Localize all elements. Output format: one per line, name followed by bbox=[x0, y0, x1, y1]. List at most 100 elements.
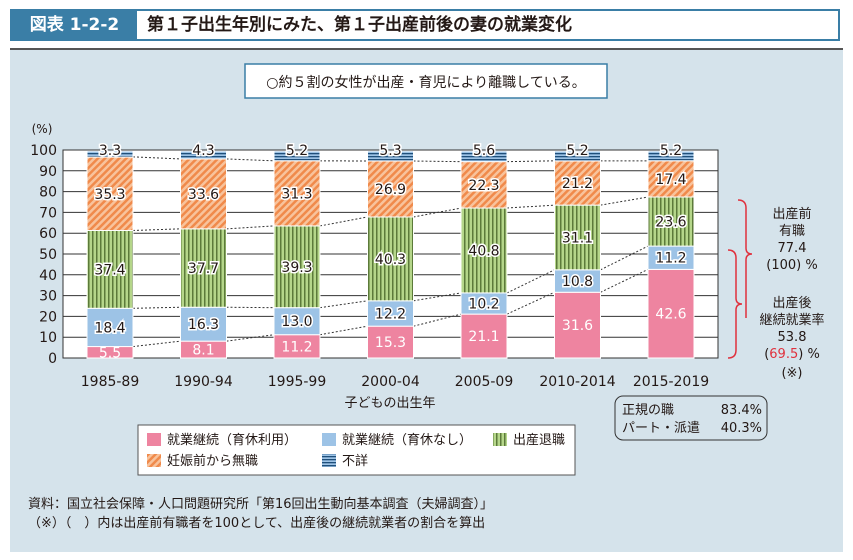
bar-segment bbox=[86, 156, 134, 231]
connector-line bbox=[319, 325, 368, 336]
y-axis-label: (%) bbox=[32, 122, 53, 136]
data-label: 15.3 bbox=[375, 335, 406, 351]
data-label: 18.4 bbox=[94, 320, 125, 336]
connector-line bbox=[413, 292, 462, 302]
connector-line bbox=[506, 291, 555, 315]
bar-segment bbox=[367, 160, 414, 218]
y-tick-label: 70 bbox=[39, 205, 57, 221]
y-tick-label: 10 bbox=[39, 330, 57, 346]
x-tick-label: 1985-89 bbox=[81, 374, 140, 390]
bar-segment bbox=[460, 161, 508, 209]
post-birth-continuation-text: 継続就業率 bbox=[759, 312, 824, 328]
data-label: 16.3 bbox=[188, 317, 219, 333]
employment-box bbox=[614, 395, 768, 441]
footer-note: 資料：国立社会保障・人口問題研究所「第16回出生動向基本調査（夫婦調査）」 bbox=[28, 496, 493, 512]
legend-swatch bbox=[322, 454, 336, 467]
data-label: 35.3 bbox=[94, 187, 125, 203]
bar-segment bbox=[86, 150, 134, 158]
x-tick-label: 2005-09 bbox=[455, 374, 514, 390]
post-birth-continuation-text: 53.8 bbox=[778, 330, 807, 345]
legend-label: 就業継続（育休なし） bbox=[342, 432, 472, 448]
bar-segment bbox=[86, 307, 134, 348]
legend-label: 就業継続（育休利用） bbox=[167, 432, 297, 448]
connector-line bbox=[506, 269, 555, 294]
data-label: 5.2 bbox=[286, 143, 308, 159]
legend-label: 妊娠前から無職 bbox=[167, 453, 258, 469]
legend-label: 出産退職 bbox=[513, 432, 565, 448]
data-label: 11.2 bbox=[655, 251, 686, 267]
data-label: 21.2 bbox=[562, 176, 593, 192]
data-label: 40.8 bbox=[468, 243, 499, 259]
legend-swatch bbox=[147, 433, 161, 446]
data-label: 10.2 bbox=[468, 297, 499, 313]
data-label: 4.3 bbox=[192, 143, 214, 159]
x-tick-label: 2015-2019 bbox=[633, 374, 709, 390]
bar-segment bbox=[180, 150, 227, 160]
data-label: 26.9 bbox=[375, 182, 406, 198]
x-tick-label: 1995-99 bbox=[268, 374, 327, 390]
employment-type-label: パート・派遣 bbox=[622, 421, 700, 436]
figure-title: 第１子出生年別にみた、第１子出産前後の妻の就業変化 bbox=[147, 15, 572, 35]
data-label: 5.2 bbox=[566, 143, 588, 159]
legend-swatch bbox=[147, 454, 161, 467]
y-tick-label: 60 bbox=[39, 226, 57, 242]
data-label: 5.5 bbox=[99, 345, 121, 361]
data-label: 42.6 bbox=[655, 307, 686, 323]
note-mark: (※) bbox=[781, 366, 802, 381]
pre-birth-employed-text: 有職 bbox=[779, 224, 805, 239]
legend-swatch bbox=[493, 433, 507, 446]
data-label: 21.1 bbox=[468, 329, 499, 345]
bar-segment bbox=[367, 150, 414, 162]
x-tick-label: 2000-04 bbox=[361, 374, 420, 390]
employment-type-label: 正規の職 bbox=[622, 403, 674, 418]
connector-line bbox=[413, 207, 462, 218]
data-label: 33.6 bbox=[188, 187, 219, 203]
bar-segment bbox=[647, 150, 695, 162]
bar-segment bbox=[554, 204, 601, 271]
y-tick-label: 90 bbox=[39, 164, 57, 180]
employment-type-value: 83.4% bbox=[721, 403, 762, 418]
figure-header: 図表 1-2-2 第１子出生年別にみた、第１子出産前後の妻の就業変化 bbox=[10, 9, 840, 41]
data-label: 12.2 bbox=[375, 306, 406, 322]
data-label: 3.3 bbox=[99, 143, 121, 159]
bar-segment bbox=[367, 216, 414, 302]
bar-segment bbox=[647, 268, 695, 359]
y-tick-label: 0 bbox=[48, 351, 57, 367]
footer-note: （※）（ ）内は出産前有職者を100として、出産後の継続就業者の割合を算出 bbox=[28, 515, 485, 531]
employment-type-value: 40.3% bbox=[721, 421, 762, 436]
connector-line bbox=[600, 196, 649, 206]
x-axis-label: 子どもの出生年 bbox=[344, 396, 435, 411]
data-label: 5.3 bbox=[379, 143, 401, 159]
data-label: 5.6 bbox=[473, 143, 495, 159]
legend-swatch bbox=[322, 433, 336, 446]
connector-line bbox=[600, 268, 649, 293]
data-label: 31.1 bbox=[562, 230, 593, 246]
data-label: 10.8 bbox=[562, 274, 593, 290]
bracket-pre bbox=[737, 199, 753, 318]
data-label: 17.4 bbox=[655, 172, 686, 188]
data-label: 39.3 bbox=[281, 260, 312, 276]
data-label: 37.4 bbox=[94, 262, 125, 278]
pre-birth-employed-text: 出産前 bbox=[772, 206, 811, 222]
y-tick-label: 100 bbox=[30, 143, 57, 159]
pre-birth-employed-text: (100) % bbox=[766, 258, 817, 273]
bar-segment bbox=[86, 229, 134, 309]
data-label: 8.1 bbox=[192, 343, 214, 359]
x-tick-label: 1990-94 bbox=[174, 374, 233, 390]
data-label: 13.0 bbox=[281, 314, 312, 330]
post-birth-ratio: (69.5) % bbox=[764, 347, 820, 362]
bar-segment bbox=[460, 313, 508, 359]
data-label: 22.3 bbox=[468, 178, 499, 194]
callout-text: ○約５割の女性が出産・育児により離職している。 bbox=[266, 74, 586, 91]
figure-number: 図表 1-2-2 bbox=[12, 11, 137, 39]
connector-line bbox=[413, 313, 462, 327]
bar-segment bbox=[367, 325, 414, 359]
y-tick-label: 30 bbox=[39, 289, 57, 305]
bar-segment bbox=[273, 307, 321, 336]
bar-segment bbox=[554, 150, 601, 162]
connector-line bbox=[600, 245, 649, 271]
legend-label: 不詳 bbox=[342, 453, 368, 469]
data-label: 23.6 bbox=[655, 215, 686, 231]
data-label: 40.3 bbox=[375, 252, 406, 268]
